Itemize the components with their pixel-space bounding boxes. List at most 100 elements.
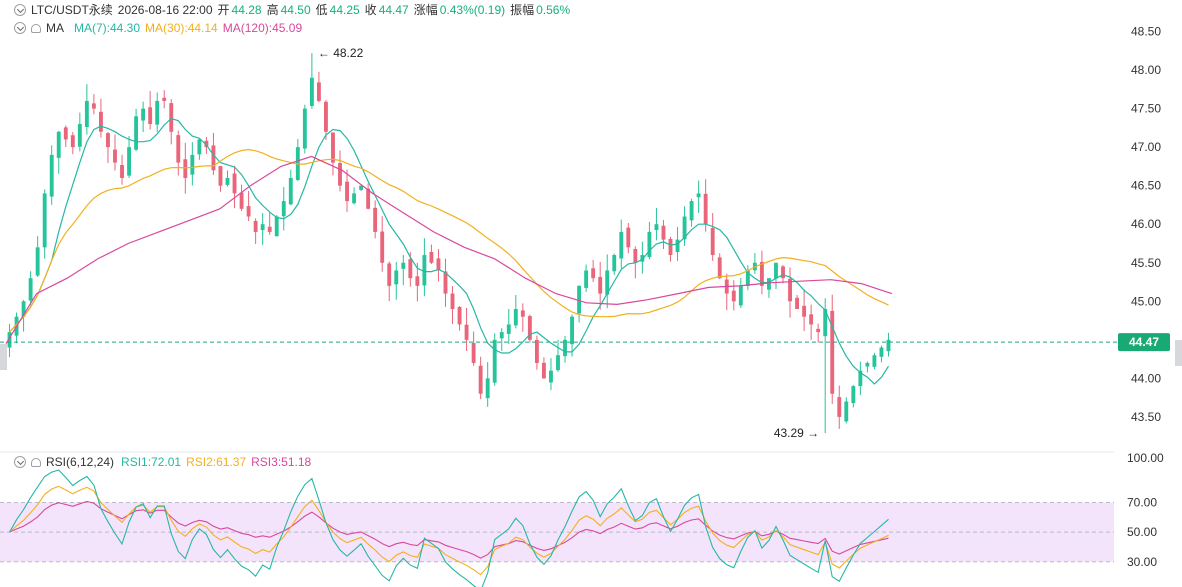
ma7-legend: MA(7):44.30 xyxy=(74,21,141,35)
ma-name: MA xyxy=(46,21,64,35)
open-value: 44.28 xyxy=(231,3,262,17)
candle-body xyxy=(872,355,877,367)
left-scroll-handle[interactable] xyxy=(0,344,7,370)
candle-body xyxy=(352,193,357,204)
candle-body xyxy=(577,285,582,314)
candle-body xyxy=(127,147,131,176)
candle-body xyxy=(42,193,47,248)
price-axis-tick: 46.00 xyxy=(1131,217,1161,231)
candle-body xyxy=(457,306,462,325)
candle-body xyxy=(197,139,202,155)
candle-body xyxy=(274,216,279,237)
candle-body xyxy=(49,154,54,197)
rsi2-legend: RSI2:61.37 xyxy=(186,455,247,469)
candle-body xyxy=(570,316,574,345)
candle-body xyxy=(886,339,891,352)
candle-body xyxy=(633,248,638,263)
candle-body xyxy=(767,278,771,290)
rsi1-line xyxy=(9,469,889,587)
candle-body xyxy=(324,101,328,132)
candle-body xyxy=(668,239,673,256)
candle-body xyxy=(225,177,230,185)
candle-body xyxy=(598,276,603,294)
candle-body xyxy=(549,370,553,383)
candle-body xyxy=(316,82,321,101)
candle-body xyxy=(253,220,258,232)
candle-body xyxy=(745,270,750,287)
price-axis-tick: 43.50 xyxy=(1131,410,1161,424)
candle-body xyxy=(534,339,539,363)
candle-body xyxy=(584,270,589,288)
candle-body xyxy=(816,328,821,333)
price-axis-tick: 48.00 xyxy=(1131,63,1161,77)
candle-body xyxy=(260,224,265,231)
candle-body xyxy=(443,271,448,294)
candle-body xyxy=(281,201,286,217)
candle-body xyxy=(366,188,371,209)
close-label: 收 xyxy=(364,3,377,17)
price-axis-tick: 48.50 xyxy=(1131,25,1161,39)
rsi-axis-tick: 100.00 xyxy=(1127,451,1164,465)
candle-body xyxy=(309,77,314,106)
candle-body xyxy=(408,259,413,279)
candle-body xyxy=(851,386,856,404)
ma-collapse-chevron-icon[interactable] xyxy=(14,22,26,34)
candle-body xyxy=(77,124,82,147)
candle-body xyxy=(288,177,293,205)
ma-legend: MA MA(7):44.30 MA(30):44.14 MA(120):45.0… xyxy=(14,21,307,35)
ma-visibility-icon[interactable] xyxy=(31,23,41,33)
rsi1-legend: RSI1:72.01 xyxy=(121,455,182,469)
candle-body xyxy=(450,293,455,309)
candle-body xyxy=(464,324,469,340)
ma120-line xyxy=(5,155,893,345)
candle-body xyxy=(809,314,814,325)
right-scroll-handle[interactable] xyxy=(1175,340,1182,366)
rsi-collapse-chevron-icon[interactable] xyxy=(14,456,26,468)
ohlc-header: LTC/USDT永续 2026-08-16 22:00 开 44.28 高 44… xyxy=(14,3,575,17)
low-label: 低 xyxy=(315,3,328,17)
ma120-legend: MA(120):45.09 xyxy=(222,21,303,35)
price-axis-tick: 45.00 xyxy=(1131,294,1161,308)
candle-body xyxy=(759,261,764,286)
price-axis-tick: 45.50 xyxy=(1131,256,1161,270)
open-label: 开 xyxy=(217,3,230,17)
candle-body xyxy=(35,247,40,276)
change-label: 涨幅 xyxy=(413,3,438,17)
candle-body xyxy=(28,278,33,301)
rsi-axis-tick: 30.00 xyxy=(1127,555,1157,569)
collapse-chevron-icon[interactable] xyxy=(14,4,26,16)
candle-body xyxy=(731,290,736,302)
candle-body xyxy=(134,116,139,150)
ma7-line xyxy=(9,117,890,385)
candle-body xyxy=(563,339,567,357)
rsi-visibility-icon[interactable] xyxy=(31,457,41,467)
candle-body xyxy=(675,239,680,253)
candle-body xyxy=(661,225,666,240)
candle-body xyxy=(605,270,610,295)
candle-body xyxy=(556,355,560,371)
low-value: 44.25 xyxy=(329,3,360,17)
candle-body xyxy=(401,262,406,269)
candle-body xyxy=(302,108,307,149)
candle-body xyxy=(232,173,237,194)
candle-body xyxy=(654,224,659,230)
candle-body xyxy=(183,159,188,178)
rsi-axis-tick: 50.00 xyxy=(1127,525,1157,539)
candle-body xyxy=(717,257,722,279)
candle-body xyxy=(485,378,490,399)
candle-body xyxy=(141,108,146,121)
candle-body xyxy=(169,103,174,132)
candle-body xyxy=(788,278,792,302)
candle-body xyxy=(113,149,117,163)
candle-body xyxy=(710,228,715,256)
candle-body xyxy=(647,231,652,258)
rsi3-line xyxy=(9,500,889,559)
rsi-legend: RSI(6,12,24) RSI1:72.01 RSI2:61.37 RSI3:… xyxy=(14,455,316,469)
candle-body xyxy=(689,201,694,221)
candle-body xyxy=(380,231,385,263)
candle-body xyxy=(879,347,884,357)
candle-body xyxy=(91,103,96,109)
candle-body xyxy=(682,216,687,240)
candle-body xyxy=(345,181,349,202)
